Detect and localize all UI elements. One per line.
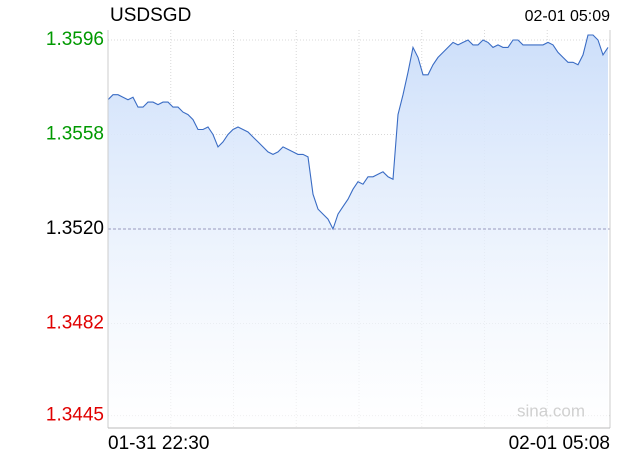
- x-tick-label: 01-31 22:30: [108, 433, 209, 454]
- timestamp: 02-01 05:09: [525, 8, 611, 25]
- watermark: sina.com: [517, 401, 585, 420]
- y-tick-label: 1.3520: [46, 218, 104, 239]
- chart-title: USDSGD: [110, 5, 191, 26]
- price-line: [107, 34, 609, 231]
- y-tick-label: 1.3445: [46, 405, 104, 426]
- y-tick-label: 1.3482: [46, 313, 104, 334]
- x-tick-label: 02-01 05:08: [509, 433, 610, 454]
- y-tick-label: 1.3558: [46, 123, 104, 144]
- y-tick-label: 1.3596: [46, 29, 104, 50]
- area: [108, 35, 608, 428]
